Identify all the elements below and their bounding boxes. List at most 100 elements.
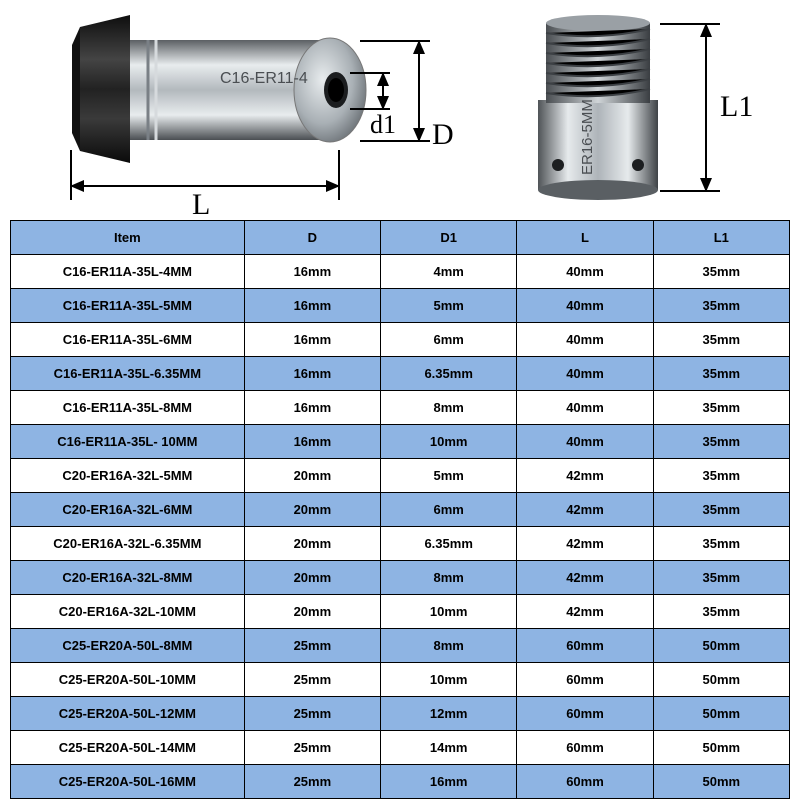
cell-value: 8mm [381, 561, 517, 595]
cell-value: 25mm [244, 629, 380, 663]
cell-value: 35mm [653, 493, 789, 527]
cell-value: 16mm [244, 255, 380, 289]
table-row: C16-ER11A-35L-6MM16mm6mm40mm35mm [11, 323, 790, 357]
cell-value: 50mm [653, 663, 789, 697]
left-part-svg: C16-ER11-4 [60, 5, 420, 205]
cell-value: 12mm [381, 697, 517, 731]
cell-value: 25mm [244, 663, 380, 697]
cell-value: 5mm [381, 459, 517, 493]
col-header-4: L1 [653, 221, 789, 255]
cell-value: 60mm [517, 663, 653, 697]
cell-item: C16-ER11A-35L-8MM [11, 391, 245, 425]
table-row: C16-ER11A-35L-6.35MM16mm6.35mm40mm35mm [11, 357, 790, 391]
cell-value: 8mm [381, 629, 517, 663]
left-part-engraving: C16-ER11-4 [220, 70, 308, 87]
cell-value: 40mm [517, 425, 653, 459]
cell-value: 25mm [244, 765, 380, 799]
cell-value: 40mm [517, 391, 653, 425]
cell-value: 8mm [381, 391, 517, 425]
table-row: C25-ER20A-50L-8MM25mm8mm60mm50mm [11, 629, 790, 663]
col-header-3: L [517, 221, 653, 255]
cell-item: C25-ER20A-50L-8MM [11, 629, 245, 663]
cell-value: 10mm [381, 663, 517, 697]
table-row: C20-ER16A-32L-6.35MM20mm6.35mm42mm35mm [11, 527, 790, 561]
cell-value: 35mm [653, 561, 789, 595]
cell-item: C16-ER11A-35L-4MM [11, 255, 245, 289]
cell-item: C16-ER11A-35L-6.35MM [11, 357, 245, 391]
table-row: C16-ER11A-35L-4MM16mm4mm40mm35mm [11, 255, 790, 289]
cell-value: 25mm [244, 697, 380, 731]
cell-item: C20-ER16A-32L-6.35MM [11, 527, 245, 561]
cell-value: 42mm [517, 595, 653, 629]
label-L1: L1 [720, 90, 753, 124]
cell-item: C25-ER20A-50L-16MM [11, 765, 245, 799]
cell-item: C16-ER11A-35L- 10MM [11, 425, 245, 459]
cell-item: C25-ER20A-50L-14MM [11, 731, 245, 765]
cell-value: 20mm [244, 527, 380, 561]
cell-value: 60mm [517, 629, 653, 663]
cell-item: C20-ER16A-32L-8MM [11, 561, 245, 595]
col-header-2: D1 [381, 221, 517, 255]
table-row: C25-ER20A-50L-12MM25mm12mm60mm50mm [11, 697, 790, 731]
table-row: C20-ER16A-32L-5MM20mm5mm42mm35mm [11, 459, 790, 493]
table-row: C25-ER20A-50L-14MM25mm14mm60mm50mm [11, 731, 790, 765]
cell-value: 6.35mm [381, 357, 517, 391]
col-header-0: Item [11, 221, 245, 255]
cell-value: 14mm [381, 731, 517, 765]
cell-value: 40mm [517, 255, 653, 289]
cell-value: 6mm [381, 323, 517, 357]
table-row: C25-ER20A-50L-16MM25mm16mm60mm50mm [11, 765, 790, 799]
cell-value: 50mm [653, 765, 789, 799]
spec-table: ItemDD1LL1 C16-ER11A-35L-4MM16mm4mm40mm3… [10, 220, 790, 799]
cell-value: 35mm [653, 323, 789, 357]
cell-value: 40mm [517, 357, 653, 391]
cell-value: 25mm [244, 731, 380, 765]
cell-item: C25-ER20A-50L-10MM [11, 663, 245, 697]
cell-value: 16mm [244, 357, 380, 391]
table-row: C16-ER11A-35L-8MM16mm8mm40mm35mm [11, 391, 790, 425]
cell-value: 16mm [244, 323, 380, 357]
cell-item: C16-ER11A-35L-6MM [11, 323, 245, 357]
cell-item: C25-ER20A-50L-12MM [11, 697, 245, 731]
cell-value: 50mm [653, 697, 789, 731]
cell-value: 50mm [653, 629, 789, 663]
cell-value: 10mm [381, 425, 517, 459]
cell-value: 60mm [517, 765, 653, 799]
cell-value: 35mm [653, 255, 789, 289]
cell-value: 35mm [653, 357, 789, 391]
cell-value: 16mm [244, 425, 380, 459]
cell-item: C20-ER16A-32L-10MM [11, 595, 245, 629]
cell-value: 35mm [653, 425, 789, 459]
cell-value: 20mm [244, 595, 380, 629]
label-d1: d1 [370, 110, 396, 140]
cell-value: 6mm [381, 493, 517, 527]
cell-value: 20mm [244, 459, 380, 493]
table-row: C20-ER16A-32L-6MM20mm6mm42mm35mm [11, 493, 790, 527]
spec-table-wrap: ItemDD1LL1 C16-ER11A-35L-4MM16mm4mm40mm3… [0, 220, 800, 799]
diagram-area: C16-ER11-4 L D d1 [0, 0, 800, 220]
cell-value: 35mm [653, 459, 789, 493]
table-row: C20-ER16A-32L-8MM20mm8mm42mm35mm [11, 561, 790, 595]
table-row: C16-ER11A-35L-5MM16mm5mm40mm35mm [11, 289, 790, 323]
cell-value: 42mm [517, 493, 653, 527]
right-part-engraving: ER16-5MM [579, 99, 596, 175]
table-row: C16-ER11A-35L- 10MM16mm10mm40mm35mm [11, 425, 790, 459]
table-row: C25-ER20A-50L-10MM25mm10mm60mm50mm [11, 663, 790, 697]
cell-value: 40mm [517, 323, 653, 357]
cell-value: 5mm [381, 289, 517, 323]
cell-value: 42mm [517, 561, 653, 595]
cell-value: 4mm [381, 255, 517, 289]
table-row: C20-ER16A-32L-10MM20mm10mm42mm35mm [11, 595, 790, 629]
cell-value: 35mm [653, 289, 789, 323]
label-D: D [432, 118, 454, 152]
cell-value: 40mm [517, 289, 653, 323]
cell-value: 60mm [517, 731, 653, 765]
cell-item: C20-ER16A-32L-5MM [11, 459, 245, 493]
cell-value: 16mm [244, 391, 380, 425]
cell-value: 42mm [517, 527, 653, 561]
cell-item: C16-ER11A-35L-5MM [11, 289, 245, 323]
cell-item: C20-ER16A-32L-6MM [11, 493, 245, 527]
cell-value: 16mm [381, 765, 517, 799]
cell-value: 10mm [381, 595, 517, 629]
cell-value: 60mm [517, 697, 653, 731]
